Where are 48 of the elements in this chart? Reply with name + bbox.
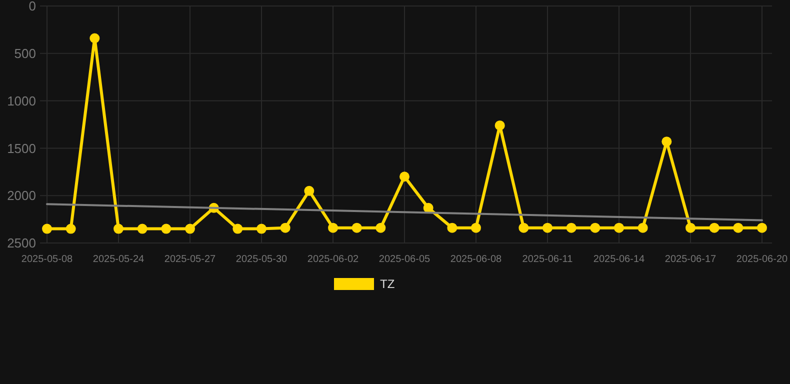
y-tick-label: 2500	[7, 236, 36, 251]
point	[328, 222, 338, 233]
point	[114, 224, 124, 234]
point	[280, 222, 290, 233]
point	[614, 222, 624, 233]
point	[400, 172, 410, 182]
x-tick-label: 2025-06-17	[664, 254, 717, 265]
x-tick-label: 2025-06-14	[593, 254, 646, 265]
point	[662, 136, 672, 147]
y-tick-label: 500	[14, 46, 36, 61]
point	[232, 224, 243, 234]
point	[256, 224, 266, 234]
point	[352, 222, 362, 233]
point	[376, 222, 386, 233]
y-tick-label: 2000	[7, 188, 36, 204]
point	[733, 222, 744, 233]
y-tick-label: 0	[28, 0, 36, 14]
y-tick-label: 1500	[7, 140, 36, 156]
point	[686, 222, 696, 233]
point	[423, 202, 434, 213]
point	[638, 222, 648, 233]
point	[757, 222, 767, 233]
point	[471, 222, 481, 233]
point	[90, 33, 100, 44]
point	[709, 222, 720, 233]
point	[304, 186, 314, 196]
x-tick-label: 2025-06-20	[736, 254, 788, 265]
point	[518, 222, 529, 233]
point	[161, 224, 172, 234]
x-tick-label: 2025-06-05	[378, 254, 431, 265]
point	[42, 224, 52, 234]
x-tick-label: 2025-05-30	[236, 254, 288, 265]
point	[590, 222, 600, 233]
x-tick-label: 2025-05-24	[92, 254, 145, 265]
x-tick-label: 2025-06-02	[307, 254, 360, 265]
x-tick-label: 2025-05-27	[164, 254, 216, 265]
x-tick-label: 2025-05-08	[21, 254, 74, 265]
point	[66, 224, 76, 234]
point	[542, 222, 552, 233]
legend-label: TZ	[380, 277, 395, 292]
point	[137, 224, 148, 234]
point	[566, 222, 576, 233]
point	[185, 224, 195, 234]
x-tick-label: 2025-06-08	[450, 254, 502, 265]
point	[447, 222, 458, 233]
point	[494, 120, 505, 130]
x-tick-label: 2025-06-11	[522, 254, 574, 265]
y-tick-label: 1000	[7, 93, 36, 108]
